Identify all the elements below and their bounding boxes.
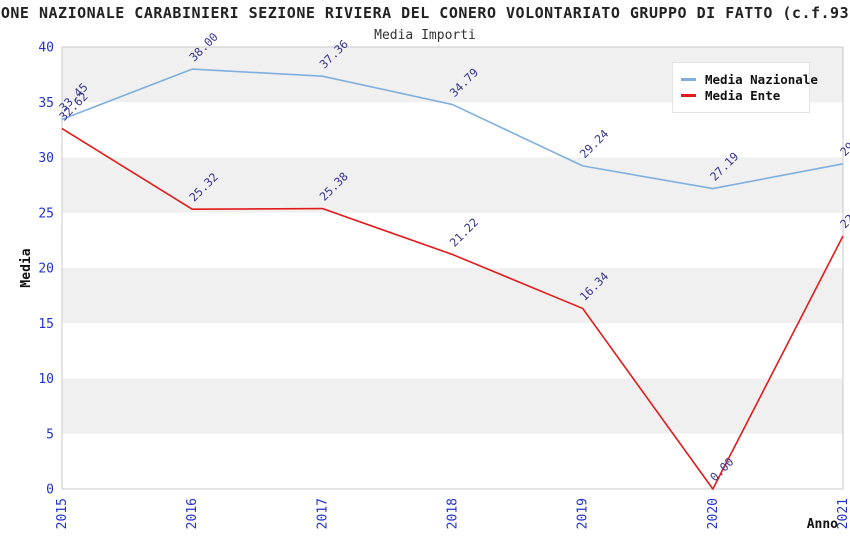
y-tick-label: 15 <box>38 317 54 332</box>
x-tick-label: 2021 <box>836 498 850 529</box>
y-axis-title: Media <box>19 248 34 287</box>
x-tick-label: 2019 <box>576 498 591 529</box>
legend-label-media-nazionale: Media Nazionale <box>705 72 818 87</box>
chart-title: AZIONE NAZIONALE CARABINIERI SEZIONE RIV… <box>0 4 850 22</box>
media-nazionale-line <box>61 68 844 190</box>
y-tick-label: 40 <box>38 41 54 56</box>
x-axis-title: Anno <box>807 517 838 532</box>
plot-band <box>62 268 843 324</box>
legend-item-media-ente: Media Ente <box>681 88 801 103</box>
chart-subtitle: Media Importi <box>374 28 476 43</box>
y-tick-label: 0 <box>46 483 54 498</box>
y-tick-label: 30 <box>38 151 54 166</box>
plot-band <box>62 378 843 434</box>
media-ente-line <box>61 127 844 490</box>
plot-band <box>62 157 843 213</box>
media-ente-data-label: 0.00 <box>707 455 737 485</box>
x-tick-label: 2018 <box>446 498 461 529</box>
media-nazionale-data-label: 29.24 <box>577 127 611 161</box>
chart-title-wrap: AZIONE NAZIONALE CARABINIERI SEZIONE RIV… <box>0 4 850 24</box>
legend-label-media-ente: Media Ente <box>705 88 781 103</box>
media-ente-data-label: 21.22 <box>447 215 481 249</box>
y-tick-label: 10 <box>38 372 54 387</box>
x-tick-label: 2017 <box>315 498 330 529</box>
y-tick-label: 25 <box>38 206 54 221</box>
plot-frame <box>61 46 844 490</box>
x-tick-label: 2016 <box>185 498 200 529</box>
media-nazionale-data-label: 29.43 <box>837 124 850 158</box>
media-nazionale-line-swatch <box>681 78 696 81</box>
x-tick-label: 2015 <box>55 498 70 529</box>
y-tick-label: 20 <box>38 262 54 277</box>
x-tick-label: 2020 <box>706 498 721 529</box>
media-ente-line-swatch <box>681 94 696 97</box>
y-tick-label: 35 <box>38 96 54 111</box>
legend-item-media-nazionale: Media Nazionale <box>681 72 818 87</box>
y-tick-label: 5 <box>46 427 54 442</box>
legend: Media Nazionale Media Ente <box>672 62 818 113</box>
